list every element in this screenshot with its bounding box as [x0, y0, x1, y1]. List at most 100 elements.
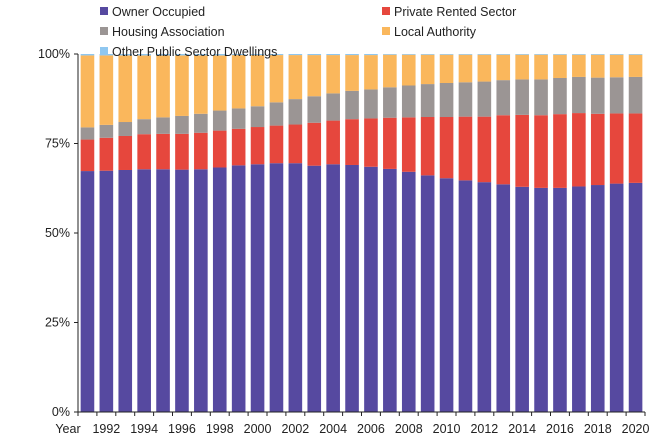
bar-2008-series-4: [401, 54, 416, 55]
legend-label-local-authority: Local Authority: [394, 25, 476, 39]
bar-2004-series-3: [326, 55, 340, 94]
bar-1991-series-2: [80, 127, 95, 140]
bar-1998-series-4: [212, 54, 227, 56]
bar-2013-series-4: [496, 54, 511, 55]
bar-2016-series-2: [553, 77, 567, 115]
legend-swatch-private-rented: [382, 7, 390, 15]
bar-2004-series-1: [326, 120, 340, 165]
legend-label-owner-occupied: Owner Occupied: [112, 5, 206, 19]
bar-2017-series-3: [572, 54, 586, 77]
bar-2014-series-0: [515, 186, 529, 412]
bar-2006-series-3: [364, 55, 378, 90]
x-tick-label-2018: 2018: [584, 422, 612, 436]
y-tick-label-1: 25%: [45, 316, 70, 330]
bar-1995-series-0: [156, 169, 170, 412]
bar-1998-series-2: [212, 110, 227, 131]
x-tick-label-1992: 1992: [92, 422, 120, 436]
bar-1993-series-1: [118, 135, 133, 170]
bar-2005-series-2: [345, 90, 359, 120]
bar-2015-series-2: [534, 79, 548, 116]
bar-2003-series-0: [307, 165, 322, 412]
bar-1997-series-2: [194, 113, 208, 133]
bar-2002-series-2: [288, 99, 303, 125]
bar-2003-series-1: [307, 122, 322, 166]
bar-2013-series-2: [496, 80, 511, 116]
bar-2006-series-0: [364, 166, 378, 412]
bar-1992-series-3: [99, 55, 114, 125]
legend-label-private-rented: Private Rented Sector: [394, 5, 517, 19]
bar-2008-series-3: [401, 54, 416, 86]
bar-2003-series-3: [307, 55, 322, 97]
bar-2006-series-4: [364, 54, 378, 56]
x-tick-label-2004: 2004: [319, 422, 347, 436]
bar-2018-series-0: [590, 185, 605, 412]
bar-2017-series-2: [572, 76, 586, 114]
bar-2013-series-3: [496, 54, 511, 81]
bar-2020-series-0: [628, 182, 643, 412]
bar-2001-series-0: [269, 163, 284, 412]
bar-2007-series-1: [383, 117, 397, 169]
bar-2007-series-3: [383, 54, 397, 88]
bar-2008-series-0: [401, 171, 416, 412]
bar-1991-series-1: [80, 139, 95, 172]
bar-2011-series-4: [458, 54, 473, 55]
bar-2019-series-3: [609, 54, 624, 78]
bar-2020-series-2: [628, 76, 643, 114]
bar-2011-series-2: [458, 82, 473, 117]
x-tick-label-2000: 2000: [244, 422, 272, 436]
legend-item-housing-association: Housing Association: [100, 25, 225, 39]
bar-2001-series-4: [269, 54, 284, 56]
bar-2013-series-0: [496, 184, 511, 412]
x-tick-label-2016: 2016: [546, 422, 574, 436]
bar-1993-series-0: [118, 169, 133, 412]
x-tick-label-1998: 1998: [206, 422, 234, 436]
bar-2002-series-3: [288, 55, 303, 100]
bar-2008-series-2: [401, 85, 416, 118]
legend-swatch-local-authority: [382, 27, 390, 35]
bar-1993-series-2: [118, 122, 133, 136]
bar-2006-series-1: [364, 118, 378, 167]
bar-2012-series-4: [477, 54, 492, 55]
bar-1997-series-3: [194, 55, 208, 114]
legend-swatch-other-public: [100, 47, 108, 55]
bar-1992-series-2: [99, 124, 114, 138]
bar-2002-series-4: [288, 54, 303, 56]
bar-1996-series-1: [175, 133, 189, 170]
bar-2016-series-3: [553, 54, 567, 78]
bar-2003-series-2: [307, 96, 322, 123]
bar-1995-series-2: [156, 117, 170, 134]
bar-2018-series-3: [590, 54, 605, 78]
bar-2012-series-0: [477, 182, 492, 412]
y-tick-label-3: 75%: [45, 137, 70, 151]
bar-2014-series-1: [515, 114, 529, 187]
bar-2014-series-3: [515, 54, 529, 80]
bar-2018-series-4: [590, 54, 605, 55]
x-tick-label-2008: 2008: [395, 422, 423, 436]
legend-label-housing-association: Housing Association: [112, 25, 225, 39]
bar-2009-series-0: [420, 175, 435, 412]
bar-2007-series-0: [383, 168, 397, 412]
bar-1995-series-3: [156, 55, 170, 118]
legend-label-other-public: Other Public Sector Dwellings: [112, 45, 278, 59]
bar-2000-series-2: [250, 106, 265, 128]
bar-2003-series-4: [307, 54, 322, 56]
bar-1993-series-4: [118, 54, 133, 56]
bar-2015-series-4: [534, 54, 548, 55]
bar-2017-series-0: [572, 186, 586, 412]
bar-1997-series-0: [194, 169, 208, 412]
bar-1998-series-1: [212, 130, 227, 168]
bar-2014-series-4: [515, 54, 529, 55]
bar-1999-series-3: [231, 55, 246, 109]
legend-item-private-rented: Private Rented Sector: [382, 5, 516, 19]
bar-2019-series-4: [609, 54, 624, 55]
legend-item-local-authority: Local Authority: [382, 25, 476, 39]
bar-1994-series-3: [137, 55, 151, 120]
x-tick-label-2010: 2010: [433, 422, 461, 436]
bar-2012-series-3: [477, 54, 492, 82]
bar-2000-series-1: [250, 127, 265, 165]
bar-1998-series-3: [212, 55, 227, 111]
bar-2004-series-2: [326, 93, 340, 121]
bar-2005-series-1: [345, 119, 359, 165]
bar-2012-series-1: [477, 116, 492, 183]
bar-1999-series-4: [231, 54, 246, 56]
